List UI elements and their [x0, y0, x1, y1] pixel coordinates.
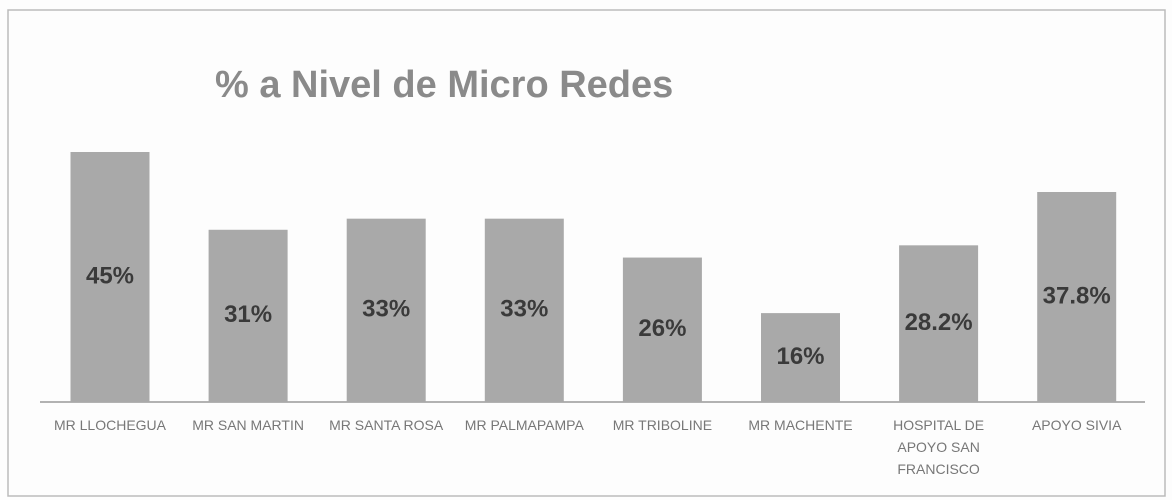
value-label: 16% [776, 343, 824, 370]
value-label: 45% [86, 262, 134, 289]
chart-title: % a Nivel de Micro Redes [215, 64, 673, 106]
x-tick-label: MR MACHENTE [748, 417, 853, 433]
bar [346, 218, 426, 402]
value-label: 33% [500, 296, 548, 323]
value-label: 37.8% [1043, 282, 1111, 309]
x-tick-label: APOYO SIVIA [1031, 417, 1122, 433]
x-tick-label: MR PALMAPAMPA [464, 417, 584, 433]
value-label: 28.2% [905, 309, 973, 336]
x-tick-label: HOSPITAL DE APOYO SAN FRANCISCO [893, 417, 985, 477]
bar [484, 218, 564, 402]
x-tick-label: MR TRIBOLINE [612, 417, 713, 433]
value-label: 31% [224, 301, 272, 328]
x-tick-label: MR LLOCHEGUA [53, 417, 167, 433]
chart-border [7, 9, 1166, 497]
bar [70, 152, 150, 402]
bar [761, 313, 840, 402]
bar [208, 229, 288, 402]
x-tick-label: MR SANTA ROSA [329, 417, 444, 433]
bar [1037, 192, 1117, 402]
x-tick-label: MR SAN MARTIN [192, 417, 304, 433]
value-label: 26% [638, 315, 686, 342]
bar [899, 245, 979, 402]
value-label: 33% [362, 296, 410, 323]
bar [622, 257, 702, 402]
